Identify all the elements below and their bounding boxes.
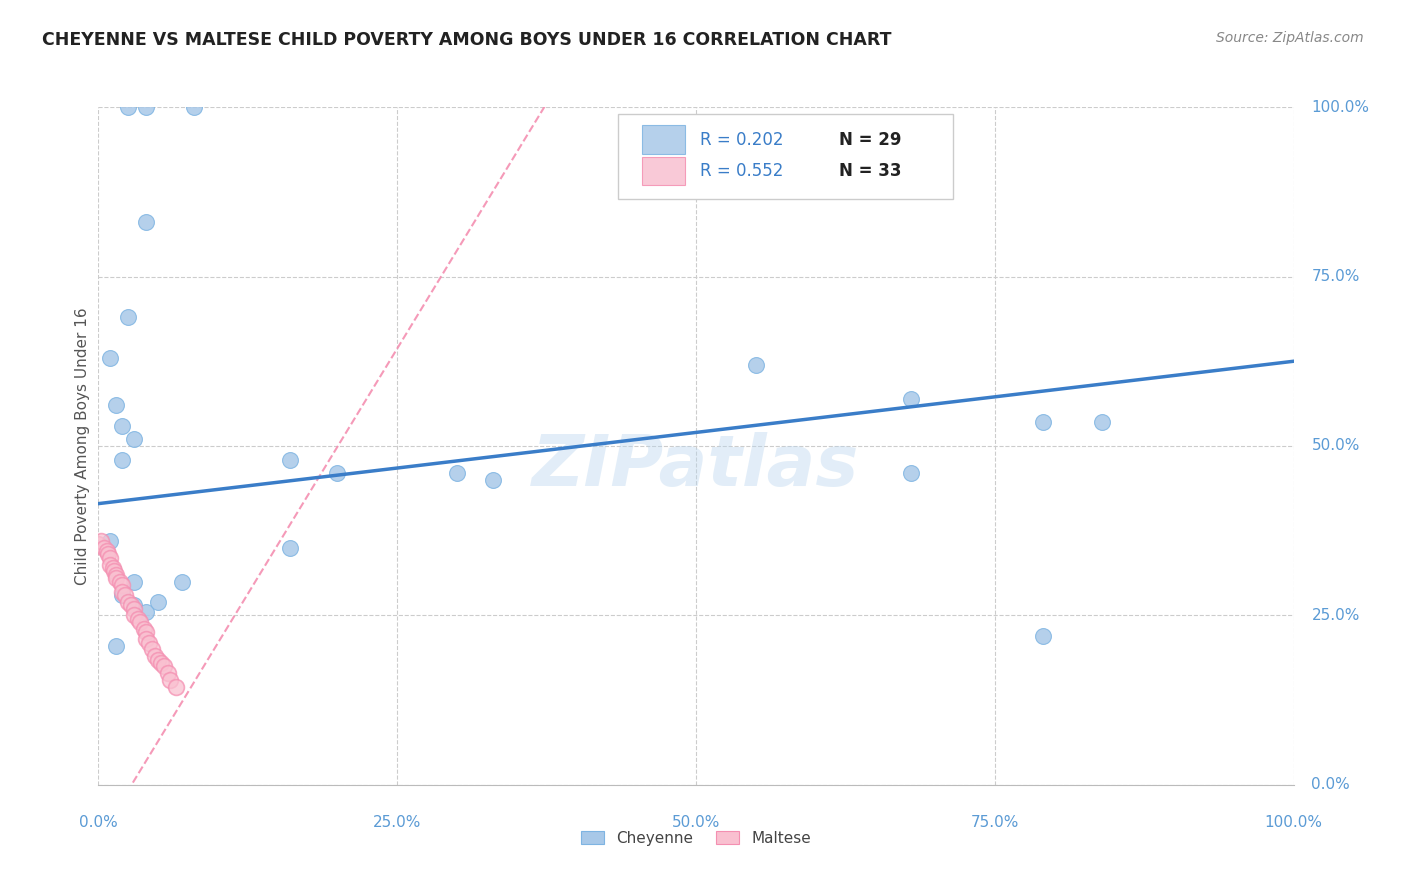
Point [900, 466, 922, 480]
Point [138, 635, 160, 649]
Point [165, 680, 187, 694]
Text: 25.0%: 25.0% [1312, 608, 1360, 623]
Point [105, 398, 128, 412]
Point [148, 652, 170, 666]
Y-axis label: Child Poverty Among Boys Under 16: Child Poverty Among Boys Under 16 [75, 307, 90, 585]
Point [1032, 415, 1054, 429]
Point [111, 588, 134, 602]
FancyBboxPatch shape [643, 126, 685, 153]
Point [129, 615, 152, 630]
Text: 25.0%: 25.0% [373, 815, 422, 830]
Point [103, 565, 125, 579]
Point [97, 548, 120, 562]
Point [159, 673, 181, 687]
Point [120, 599, 142, 613]
Point [111, 418, 134, 433]
Point [278, 541, 301, 555]
Text: 0.0%: 0.0% [1312, 778, 1350, 792]
Point [1032, 629, 1054, 643]
Point [96, 544, 118, 558]
Point [124, 608, 146, 623]
Text: 0.0%: 0.0% [79, 815, 118, 830]
Point [135, 632, 157, 647]
Point [114, 588, 136, 602]
Text: R = 0.552: R = 0.552 [700, 161, 783, 180]
Text: N = 29: N = 29 [839, 130, 901, 149]
Point [87, 537, 110, 551]
Point [481, 473, 505, 487]
Point [108, 574, 131, 589]
Point [111, 452, 134, 467]
Point [135, 605, 157, 619]
Point [98, 533, 122, 548]
Legend: Cheyenne, Maltese: Cheyenne, Maltese [575, 824, 817, 852]
Point [111, 584, 134, 599]
Text: R = 0.202: R = 0.202 [700, 130, 783, 149]
Point [135, 100, 157, 114]
Point [101, 561, 124, 575]
Point [900, 392, 922, 406]
Point [105, 639, 128, 653]
Text: CHEYENNE VS MALTESE CHILD POVERTY AMONG BOYS UNDER 16 CORRELATION CHART: CHEYENNE VS MALTESE CHILD POVERTY AMONG … [42, 31, 891, 49]
Point [127, 612, 149, 626]
Text: 100.0%: 100.0% [1264, 815, 1323, 830]
Point [149, 656, 172, 670]
Point [117, 100, 139, 114]
Point [143, 649, 166, 664]
Point [93, 541, 115, 555]
Text: 100.0%: 100.0% [1312, 100, 1369, 114]
Point [124, 574, 146, 589]
Point [117, 310, 139, 325]
FancyBboxPatch shape [643, 156, 685, 185]
Point [1091, 415, 1114, 429]
Point [105, 571, 128, 585]
Point [105, 567, 128, 582]
Point [446, 466, 468, 480]
Text: N = 33: N = 33 [839, 161, 901, 180]
Point [141, 642, 163, 657]
Text: Source: ZipAtlas.com: Source: ZipAtlas.com [1216, 31, 1364, 45]
Point [98, 558, 122, 572]
Point [745, 358, 768, 372]
Text: ZIPatlas: ZIPatlas [533, 432, 859, 500]
Point [156, 666, 179, 681]
Text: 75.0%: 75.0% [970, 815, 1019, 830]
Point [124, 601, 146, 615]
Point [135, 625, 157, 640]
FancyBboxPatch shape [619, 114, 953, 199]
Text: 50.0%: 50.0% [1312, 439, 1360, 453]
Point [98, 351, 122, 365]
Point [117, 595, 139, 609]
Point [135, 215, 157, 229]
Point [278, 452, 301, 467]
Point [183, 100, 205, 114]
Point [132, 622, 155, 636]
Point [98, 550, 122, 565]
Point [124, 599, 146, 613]
Point [124, 432, 146, 446]
Point [148, 595, 170, 609]
Point [90, 533, 112, 548]
Text: 50.0%: 50.0% [672, 815, 720, 830]
Point [326, 466, 349, 480]
Text: 75.0%: 75.0% [1312, 269, 1360, 284]
Point [172, 574, 194, 589]
Point [111, 578, 134, 592]
Point [153, 659, 176, 673]
